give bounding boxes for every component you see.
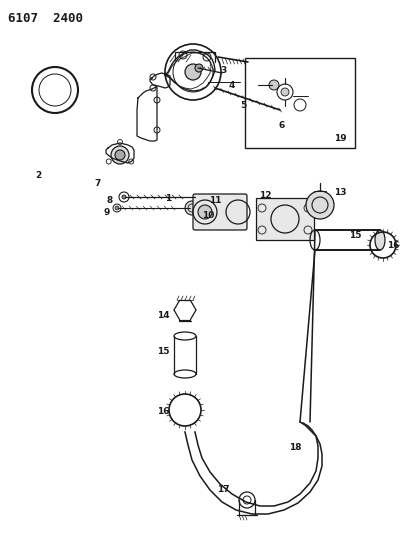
Text: 15: 15	[156, 348, 169, 357]
Text: 16: 16	[386, 240, 398, 249]
Text: 9: 9	[103, 207, 110, 216]
Text: 10: 10	[201, 211, 213, 220]
Text: 8: 8	[107, 196, 113, 205]
Circle shape	[280, 88, 288, 96]
Text: 4: 4	[228, 80, 235, 90]
Text: 7: 7	[94, 179, 101, 188]
Bar	[255, 198, 313, 240]
Text: 6107  2400: 6107 2400	[8, 12, 83, 25]
Circle shape	[276, 106, 288, 118]
Circle shape	[305, 191, 333, 219]
Circle shape	[111, 146, 129, 164]
Text: 12: 12	[258, 190, 271, 199]
Circle shape	[246, 59, 256, 69]
Circle shape	[115, 206, 119, 210]
Text: 1: 1	[164, 193, 171, 203]
Bar	[245, 58, 354, 148]
Text: 19: 19	[333, 133, 346, 142]
Circle shape	[115, 150, 125, 160]
Circle shape	[184, 201, 198, 215]
Text: 6: 6	[278, 120, 284, 130]
Ellipse shape	[374, 230, 384, 250]
Text: 14: 14	[156, 311, 169, 319]
Circle shape	[184, 64, 200, 80]
Circle shape	[268, 80, 278, 90]
Text: 11: 11	[208, 196, 221, 205]
Text: 18: 18	[288, 443, 301, 453]
Text: 3: 3	[220, 66, 227, 75]
Text: 5: 5	[239, 101, 245, 109]
Text: 17: 17	[216, 486, 229, 495]
Text: 16: 16	[156, 408, 169, 416]
Text: 2: 2	[35, 171, 41, 180]
FancyBboxPatch shape	[193, 194, 246, 230]
Text: 13: 13	[333, 188, 346, 197]
Circle shape	[195, 64, 202, 72]
Circle shape	[122, 195, 126, 199]
Text: 15: 15	[348, 230, 360, 239]
Circle shape	[198, 205, 211, 219]
